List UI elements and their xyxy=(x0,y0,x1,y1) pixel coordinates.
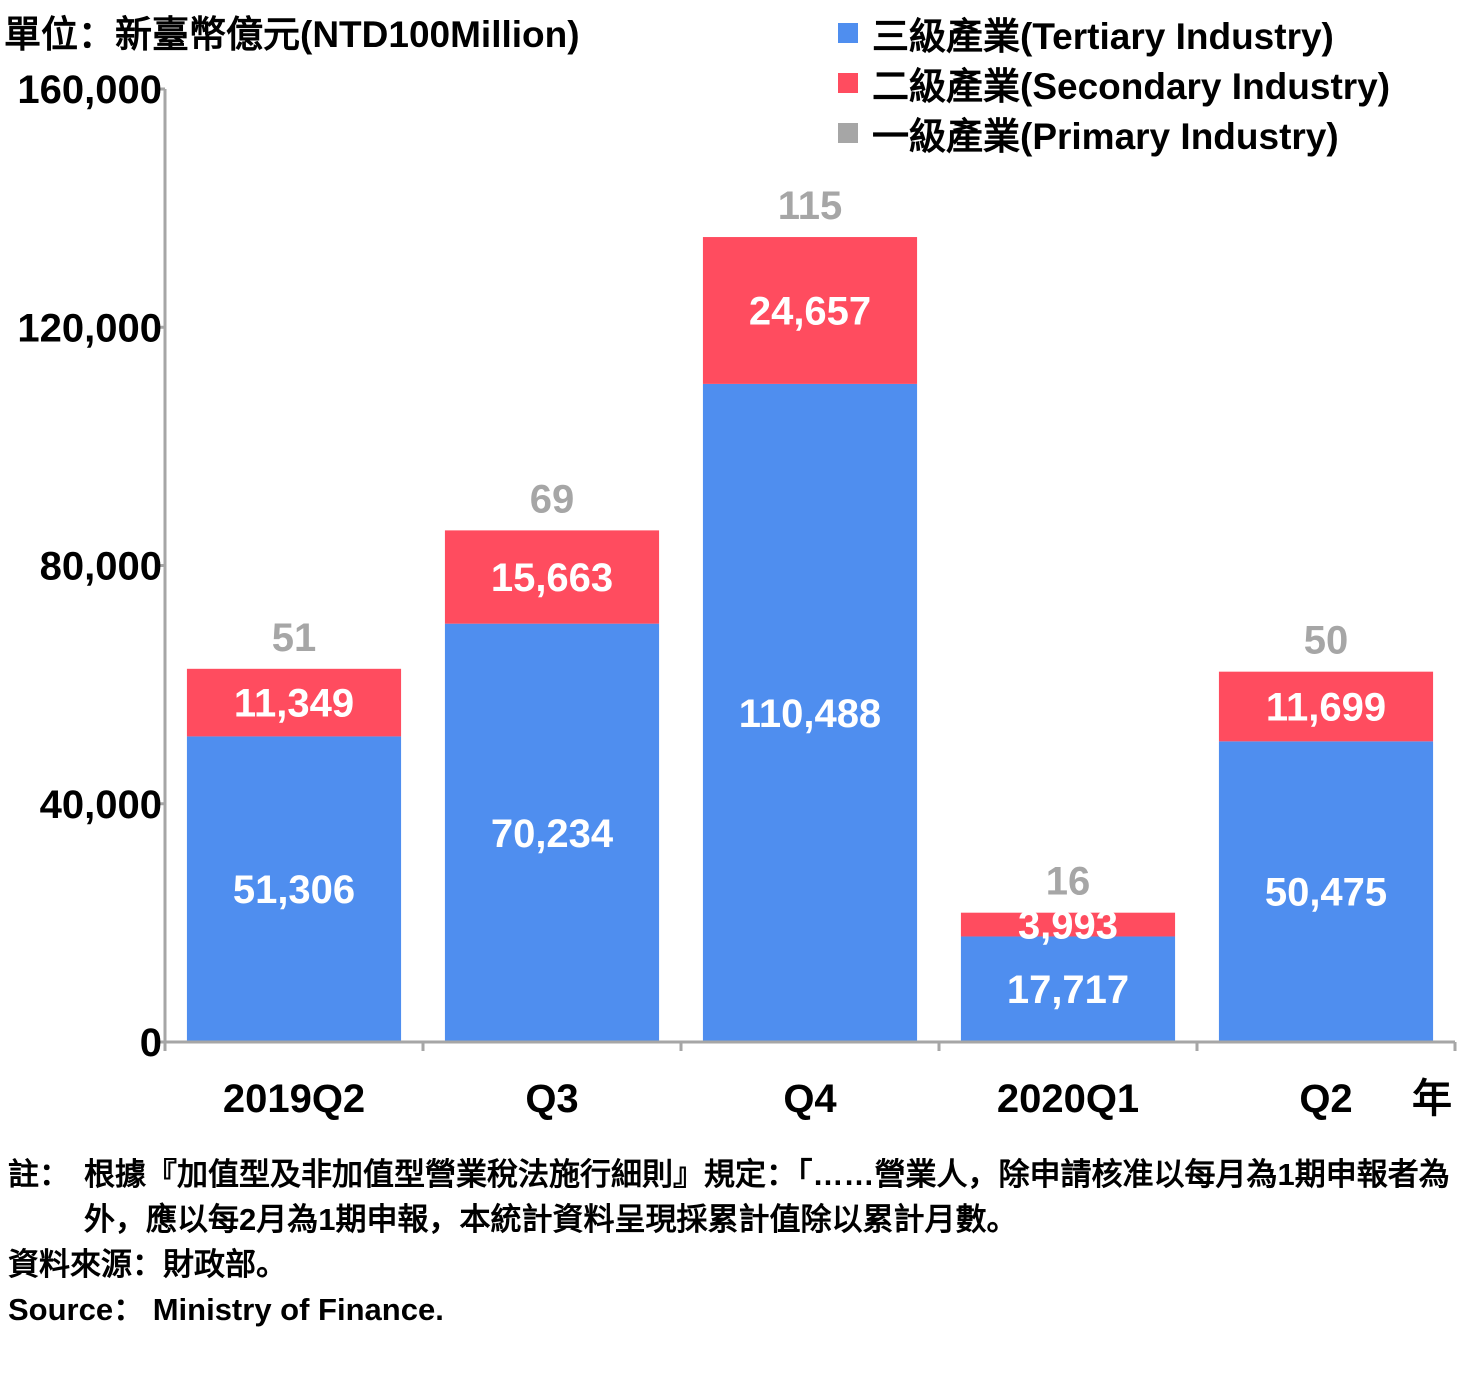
source-en: Source： Ministry of Finance. xyxy=(8,1292,444,1327)
stacked-bar-chart: 51,306 11,349 51 2019Q2 70,234 15,663 69 Q3 110,… xyxy=(17,68,1457,1121)
legend-swatch-primary xyxy=(838,123,858,143)
x-unit-label: 年 xyxy=(1412,1077,1452,1121)
legend-swatch-tertiary xyxy=(838,23,858,43)
legend-label-secondary: 二級產業(Secondary Industry) xyxy=(872,66,1391,107)
data-label-tertiary: 50,475 xyxy=(1265,871,1387,915)
data-label-tertiary: 70,234 xyxy=(491,812,614,856)
bar-tertiary xyxy=(702,383,918,1042)
x-tick-label: 2019Q2 xyxy=(223,1077,365,1121)
y-tick-label: 120,000 xyxy=(17,306,162,350)
source-zh: 資料來源：財政部。 xyxy=(8,1247,287,1282)
bar-secondary xyxy=(186,668,402,737)
note-label: 註： xyxy=(8,1157,70,1192)
x-tick-label: 2020Q1 xyxy=(997,1077,1139,1121)
data-label-tertiary: 51,306 xyxy=(233,868,355,912)
bar-tertiary xyxy=(1218,741,1434,1042)
legend-swatch-secondary xyxy=(838,73,858,93)
y-tick-label: 80,000 xyxy=(40,545,162,589)
data-label-secondary: 11,699 xyxy=(1266,686,1386,730)
bar-tertiary xyxy=(186,736,402,1042)
data-label-primary: 69 xyxy=(530,477,575,521)
legend-label-tertiary: 三級產業(Tertiary Industry) xyxy=(872,16,1334,57)
data-label-primary: 51 xyxy=(272,616,317,660)
legend-item-tertiary: 三級產業(Tertiary Industry) xyxy=(838,8,1390,58)
note: 註： 根據『加值型及非加值型營業稅法施行細則』規定：「……營業人，除申請核准以每… xyxy=(8,1152,1453,1242)
legend-label-primary: 一級產業(Primary Industry) xyxy=(872,116,1339,157)
data-label-primary: 115 xyxy=(778,184,843,228)
x-tick-label: Q3 xyxy=(525,1077,578,1121)
x-tick-label: Q4 xyxy=(783,1077,837,1121)
bar-secondary xyxy=(1218,671,1434,742)
legend: 三級產業(Tertiary Industry) 二級產業(Secondary I… xyxy=(838,8,1390,158)
unit-label: 單位：新臺幣億元(NTD100Million) xyxy=(4,14,580,55)
bar-secondary xyxy=(444,530,660,624)
y-tick-label: 160,000 xyxy=(17,68,162,112)
x-tick-label: Q2 xyxy=(1299,1077,1352,1121)
legend-item-secondary: 二級產業(Secondary Industry) xyxy=(838,58,1390,108)
data-label-secondary: 24,657 xyxy=(749,289,871,333)
data-label-primary: 50 xyxy=(1304,619,1349,663)
bar-secondary xyxy=(702,237,918,384)
y-tick-label: 0 xyxy=(140,1021,162,1065)
data-label-secondary: 3,993 xyxy=(1018,904,1118,948)
bar-tertiary xyxy=(444,623,660,1042)
y-tick-label: 40,000 xyxy=(40,783,162,827)
data-label-primary: 16 xyxy=(1046,860,1091,904)
data-label-secondary: 11,349 xyxy=(234,682,354,726)
data-label-tertiary: 110,488 xyxy=(739,692,881,736)
footnotes: 註： 根據『加值型及非加值型營業稅法施行細則』規定：「……營業人，除申請核准以每… xyxy=(8,1152,1453,1332)
data-label-secondary: 15,663 xyxy=(491,556,613,600)
note-text: 根據『加值型及非加值型營業稅法施行細則』規定：「……營業人，除申請核准以每月為1… xyxy=(84,1157,1450,1237)
data-label-tertiary: 17,717 xyxy=(1007,968,1129,1012)
legend-item-primary: 一級產業(Primary Industry) xyxy=(838,108,1390,158)
bar-tertiary xyxy=(960,936,1176,1042)
bar-secondary xyxy=(960,912,1176,937)
